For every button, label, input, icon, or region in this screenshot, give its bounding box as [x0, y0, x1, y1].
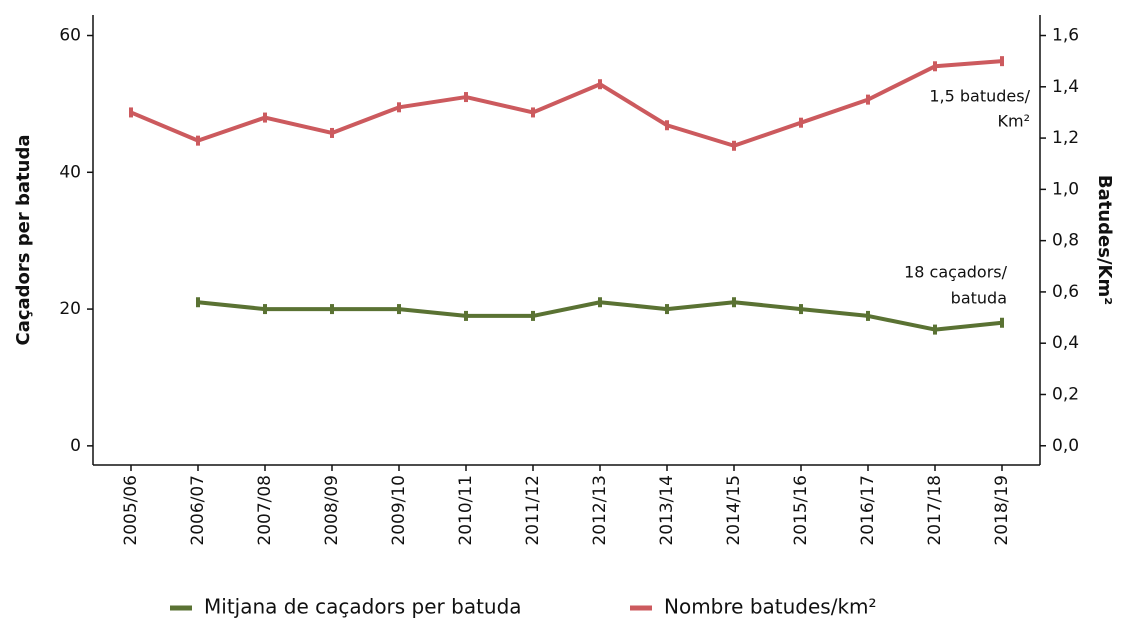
legend-label: Mitjana de caçadors per batuda [204, 595, 522, 619]
y-axis-title: Caçadors per batuda [13, 135, 34, 346]
y2-tick-label: 0,4 [1052, 333, 1079, 353]
y2-axis-title: Batudes/Km² [1094, 175, 1115, 305]
x-tick-label: 2005/06 [121, 475, 141, 546]
annotation: Km² [998, 112, 1031, 131]
x-tick-label: 2010/11 [456, 475, 476, 546]
legend-label: Nombre batudes/km² [664, 595, 877, 619]
y2-tick-label: 1,2 [1052, 128, 1079, 148]
x-tick-label: 2009/10 [389, 475, 409, 546]
x-tick-label: 2011/12 [523, 475, 543, 546]
x-tick-label: 2015/16 [791, 475, 811, 546]
x-tick-label: 2014/15 [724, 475, 744, 546]
x-tick-label: 2013/14 [657, 475, 677, 546]
annotation: 1,5 batudes/ [929, 87, 1030, 106]
y2-tick-label: 0,8 [1052, 231, 1079, 251]
y-tick-label: 60 [59, 26, 81, 46]
y2-tick-label: 0,6 [1052, 282, 1079, 302]
y2-tick-label: 0,0 [1052, 436, 1079, 456]
x-tick-label: 2007/08 [255, 475, 275, 546]
x-tick-label: 2006/07 [188, 475, 208, 546]
y2-tick-label: 0,2 [1052, 384, 1079, 404]
x-tick-label: 2012/13 [590, 475, 610, 546]
y-tick-label: 0 [70, 436, 81, 456]
x-tick-label: 2017/18 [925, 475, 945, 546]
annotation: 18 caçadors/ [904, 263, 1008, 282]
y-tick-label: 20 [59, 299, 81, 319]
x-tick-label: 2008/09 [322, 475, 342, 546]
annotation: batuda [951, 289, 1007, 308]
x-tick-label: 2016/17 [858, 475, 878, 546]
series-line [130, 59, 1003, 148]
y2-tick-label: 1,4 [1052, 77, 1079, 97]
y-tick-label: 40 [59, 162, 81, 182]
y2-tick-label: 1,6 [1052, 26, 1079, 46]
y2-tick-label: 1,0 [1052, 179, 1079, 199]
x-tick-label: 2018/19 [992, 475, 1012, 546]
